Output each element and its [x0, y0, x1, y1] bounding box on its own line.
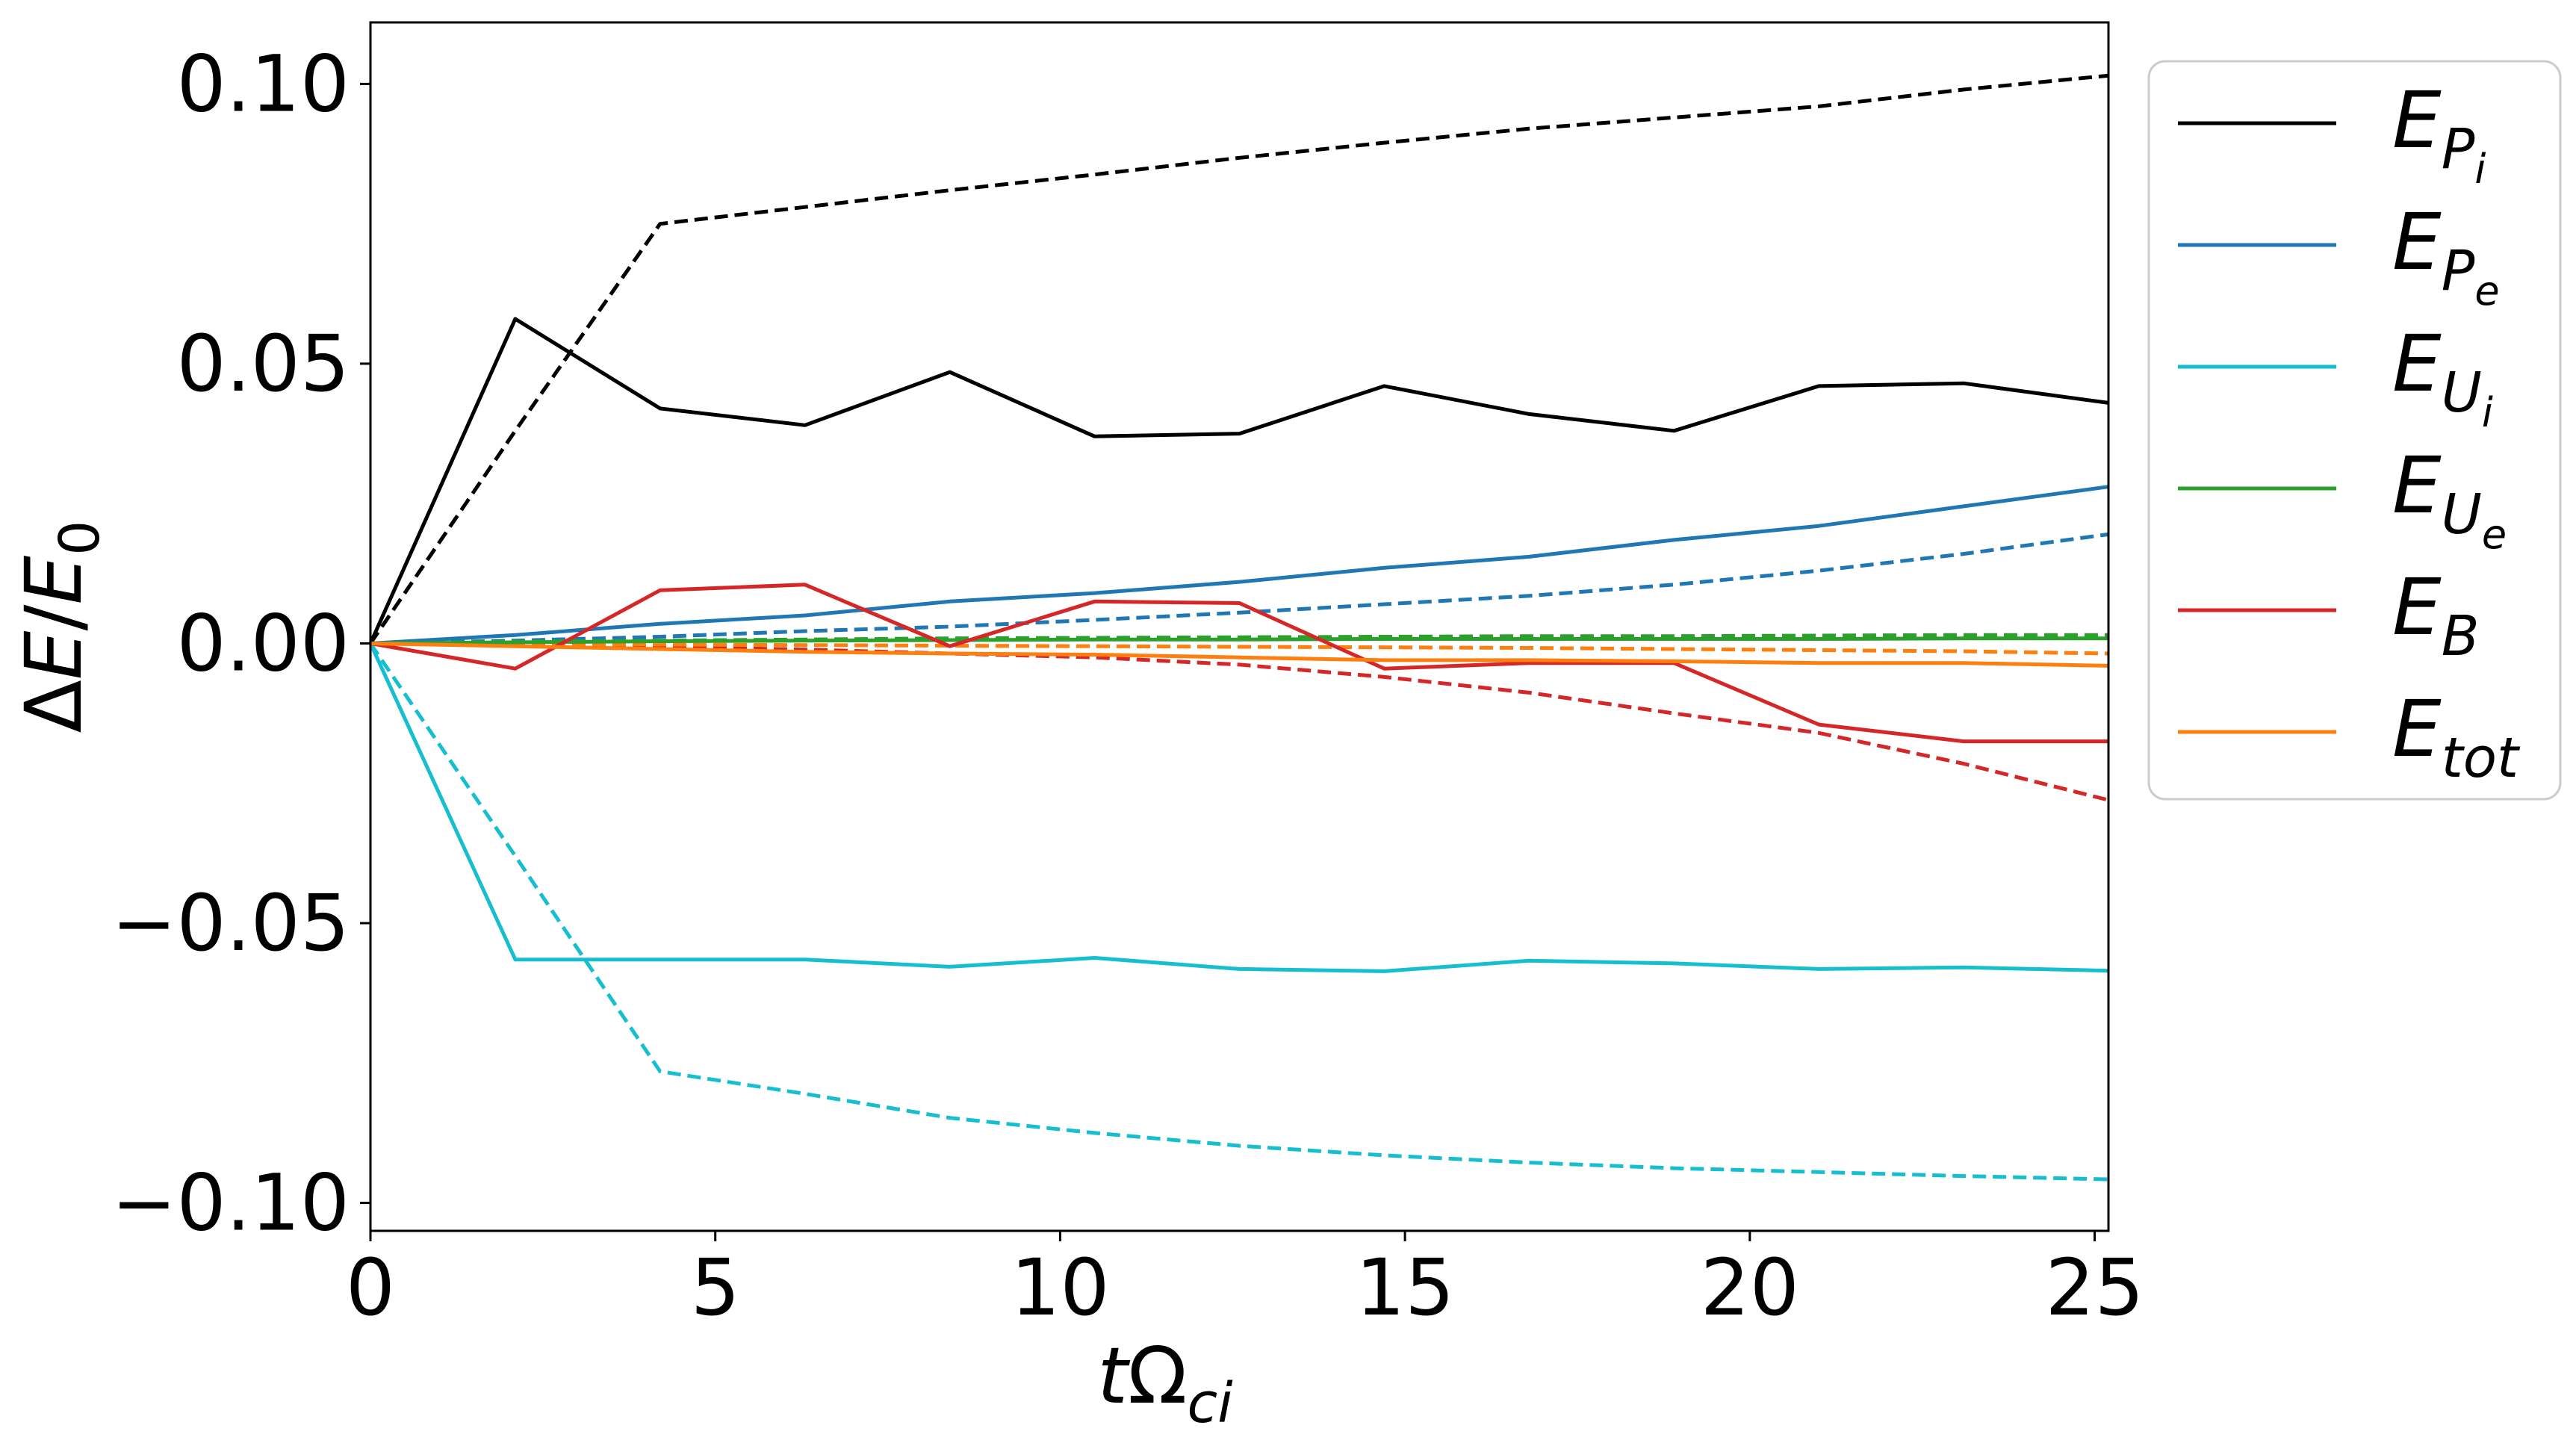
- x-tick-label: 20: [1701, 1242, 1799, 1333]
- series-line-e-ui: [368, 642, 2109, 973]
- y-axis-label-delta: Δ: [8, 680, 99, 733]
- legend-label-e-pe: EPe: [2392, 196, 2500, 314]
- ticks-layer: 0 5 10 15 20 25 −0.10 −0.05 0.00 0.05 0.10: [111, 38, 2144, 1333]
- legend-label-e-b: EB: [2392, 562, 2480, 668]
- x-axis-label-omega: Ω: [1128, 1330, 1187, 1421]
- x-tick-label: 10: [1011, 1242, 1109, 1333]
- series-line-e-tot-dashed: [370, 642, 2109, 656]
- x-tick-label: 5: [691, 1242, 740, 1333]
- series-line-e-b: [370, 583, 2108, 744]
- series-line-e-pe-dashed: [370, 532, 2109, 645]
- legend-frame: [2147, 60, 2562, 801]
- series-line-e-pe: [370, 485, 2109, 645]
- series-line-e-pi-dashed: [368, 73, 2109, 645]
- x-tick-label: 15: [1356, 1242, 1454, 1333]
- y-tick-label: 0.05: [176, 318, 350, 409]
- series-layer: [368, 73, 2109, 1182]
- y-axis-label-sub: 0: [48, 521, 112, 556]
- series-line-e-tot: [370, 642, 2109, 668]
- series-line-e-pi: [368, 317, 2109, 645]
- x-axis-label-sub: ci: [1188, 1371, 1234, 1436]
- x-tick-label: 25: [2045, 1242, 2144, 1333]
- y-axis-label-e0: E: [8, 555, 99, 604]
- y-tick-label: −0.05: [111, 878, 350, 969]
- y-tick-label: 0.10: [176, 38, 350, 129]
- y-axis-label-e: E: [8, 630, 99, 680]
- x-tick-label: 0: [346, 1242, 395, 1333]
- legend-label-e-ue: EUe: [2392, 440, 2507, 558]
- legend-label-e-tot: Etot: [2392, 683, 2521, 790]
- plot-frame: [369, 21, 2110, 1232]
- legend-label-e-ui: EUi: [2392, 318, 2493, 436]
- series-line-e-b-dashed: [370, 642, 2109, 802]
- legend-label-e-pi: EPi: [2392, 75, 2486, 193]
- y-axis-label-slash: /: [8, 603, 99, 630]
- y-axis-label: ΔE/E0: [8, 521, 112, 733]
- y-tick-label: −0.10: [111, 1158, 350, 1249]
- series-line-e-ue: [370, 636, 2108, 645]
- series-line-e-ui-dashed: [368, 642, 2109, 1182]
- x-axis-label-t: t: [1097, 1330, 1130, 1421]
- x-axis-label: tΩci: [1097, 1330, 1233, 1436]
- y-tick-label: 0.00: [176, 598, 350, 689]
